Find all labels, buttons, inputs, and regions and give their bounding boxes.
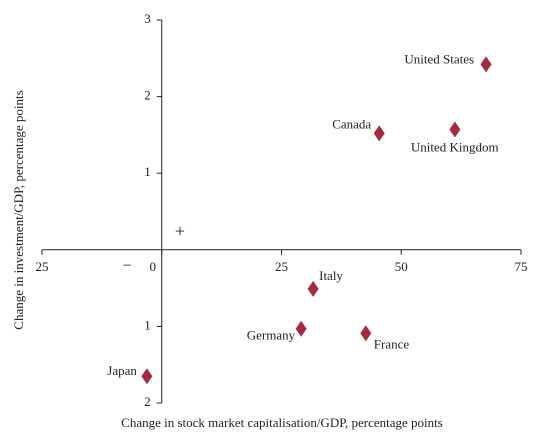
y-tick-label: 3 <box>144 11 151 26</box>
sign-annotation: + <box>175 221 185 241</box>
point <box>295 320 307 337</box>
x-axis-label: Change in stock market capitalisation/GD… <box>121 415 443 430</box>
point <box>141 368 153 385</box>
point <box>449 121 461 138</box>
point-label: France <box>374 336 410 351</box>
point <box>480 56 492 73</box>
point-label: Italy <box>319 268 343 283</box>
y-tick-label: 2 <box>144 88 151 103</box>
point-label: Germany <box>247 328 296 343</box>
point-label: United Kingdom <box>411 140 499 155</box>
y-axis-label: Change in investment/GDP, percentage poi… <box>11 90 26 329</box>
y-tick-label: 2 <box>144 394 151 409</box>
x-tick-label: 75 <box>515 259 528 274</box>
point <box>360 325 372 342</box>
x-tick-label: 25 <box>275 259 288 274</box>
point <box>307 280 319 297</box>
point <box>373 125 385 142</box>
x-tick-label: 50 <box>395 259 408 274</box>
x-tick-label: 25 <box>36 259 49 274</box>
point-label: Canada <box>332 116 371 131</box>
sign-annotation: − <box>122 257 131 274</box>
y-tick-label: 1 <box>144 164 151 179</box>
y-tick-label: 1 <box>144 317 151 332</box>
point-label: Japan <box>107 363 137 378</box>
x-tick-label: 0 <box>150 259 157 274</box>
point-label: United States <box>404 51 474 66</box>
